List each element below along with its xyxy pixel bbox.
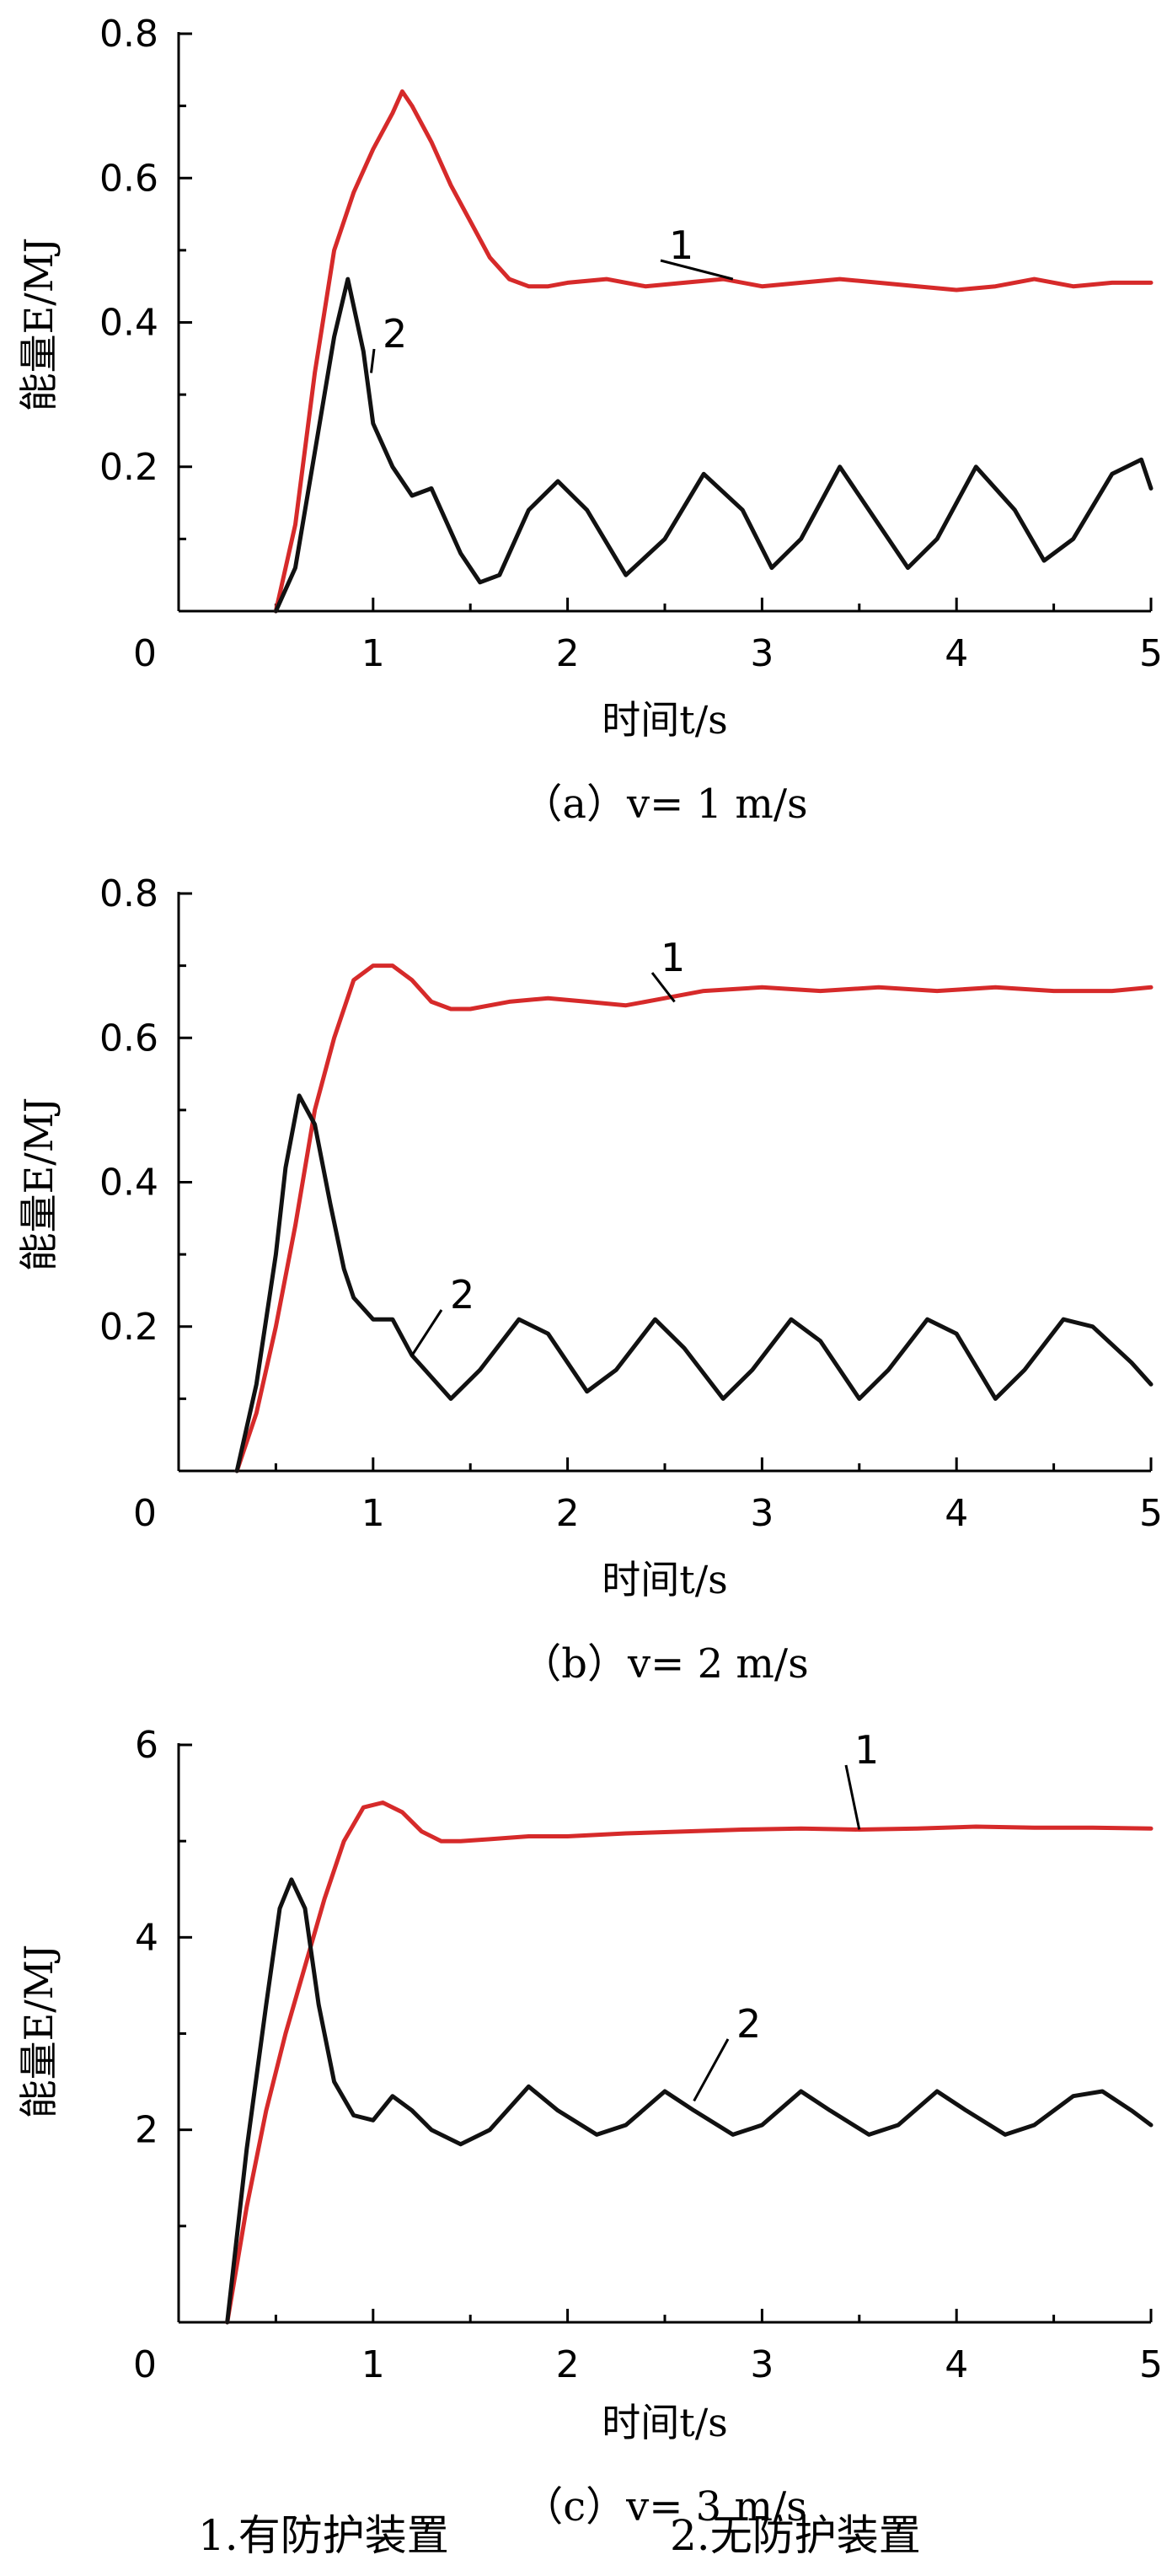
panel-caption: （b）v= 2 m/s	[521, 1640, 808, 1688]
chart-panel-1: 0 1 2 3 4 5 0.2 0.4 0.6 0.8 1 2 能量E/MJ 时间t/s （a）v= 1 m…	[16, 13, 1163, 828]
y-tick-label: 0.6	[99, 157, 158, 200]
x-tick-label: 5	[1139, 2343, 1163, 2386]
x-axis-title: 时间t/s	[602, 2400, 728, 2445]
series-line-2	[225, 1877, 1154, 2325]
x-axis-title: 时间t/s	[602, 1557, 728, 1602]
x-tick-label: 0	[133, 632, 157, 675]
series-line-1	[234, 963, 1154, 1473]
chart-panels: 0 1 2 3 4 5 0.2 0.4 0.6 0.8 1 2 能量E/MJ 时间t/s （a）v= 1 m…	[16, 13, 1163, 2530]
x-tick-label: 5	[1139, 632, 1163, 675]
x-tick-label: 2	[556, 2343, 580, 2386]
callout-leader	[844, 1764, 861, 1830]
y-tick-label: 2	[135, 2109, 158, 2152]
y-tick-label: 0.2	[99, 1306, 158, 1349]
y-axis-title: 能量E/MJ	[16, 1945, 62, 2119]
series-label-2: 2	[736, 2001, 761, 2047]
y-tick-label: 0.8	[99, 13, 158, 56]
legend: 1.有防护装置 2.无防护装置	[198, 2511, 921, 2560]
x-tick-label: 4	[945, 2343, 968, 2386]
x-tick-label: 5	[1139, 1492, 1163, 1535]
x-tick-label: 1	[361, 2343, 385, 2386]
chart-panel-3: 0 1 2 3 4 5 2 4 6 1 2 能量E/MJ 时间t/s （c）v= 3 m/s	[16, 1724, 1163, 2530]
y-tick-label: 0.4	[99, 302, 158, 345]
x-tick-label: 2	[556, 1492, 580, 1535]
y-tick-label: 0.2	[99, 446, 158, 489]
chart-panel-2: 0 1 2 3 4 5 0.2 0.4 0.6 0.8 1 2 能量E/MJ 时间t/s （b）v= 2 m…	[16, 872, 1163, 1688]
x-tick-label: 0	[133, 2343, 157, 2386]
x-tick-label: 4	[945, 632, 968, 675]
x-tick-label: 1	[361, 632, 385, 675]
series-line-1	[225, 1801, 1154, 2325]
callout-leader	[693, 2038, 730, 2102]
callout-leader	[650, 972, 676, 1003]
x-tick-label: 2	[556, 632, 580, 675]
series-line-2	[234, 1093, 1154, 1473]
y-axis-title: 能量E/MJ	[16, 1097, 62, 1272]
x-tick-label: 3	[750, 632, 774, 675]
x-axis-title: 时间t/s	[602, 697, 728, 743]
x-tick-label: 0	[133, 1492, 157, 1535]
x-tick-label: 3	[750, 1492, 774, 1535]
panel-caption: （c）v= 3 m/s	[522, 2483, 807, 2530]
x-tick-label: 1	[361, 1492, 385, 1535]
y-tick-label: 4	[135, 1916, 158, 1959]
x-tick-label: 4	[945, 1492, 968, 1535]
series-label-1: 1	[669, 223, 693, 268]
y-tick-label: 6	[135, 1724, 158, 1767]
series-label-2: 2	[383, 311, 407, 357]
y-axis-title: 能量E/MJ	[16, 238, 62, 412]
x-tick-label: 3	[750, 2343, 774, 2386]
callout-leader	[410, 1309, 443, 1356]
legend-item-2: 2.无防护装置	[670, 2511, 921, 2560]
series-line-1	[273, 89, 1154, 614]
y-tick-label: 0.6	[99, 1017, 158, 1060]
series-label-2: 2	[450, 1272, 474, 1318]
y-tick-label: 0.8	[99, 872, 158, 915]
series-line-2	[273, 276, 1154, 614]
panel-caption: （a）v= 1 m/s	[522, 781, 807, 828]
callout-leader	[660, 259, 734, 281]
legend-item-1: 1.有防护装置	[198, 2511, 449, 2560]
series-label-1: 1	[661, 935, 685, 980]
series-label-1: 1	[854, 1727, 879, 1773]
callout-leader	[370, 348, 376, 373]
y-tick-label: 0.4	[99, 1162, 158, 1205]
